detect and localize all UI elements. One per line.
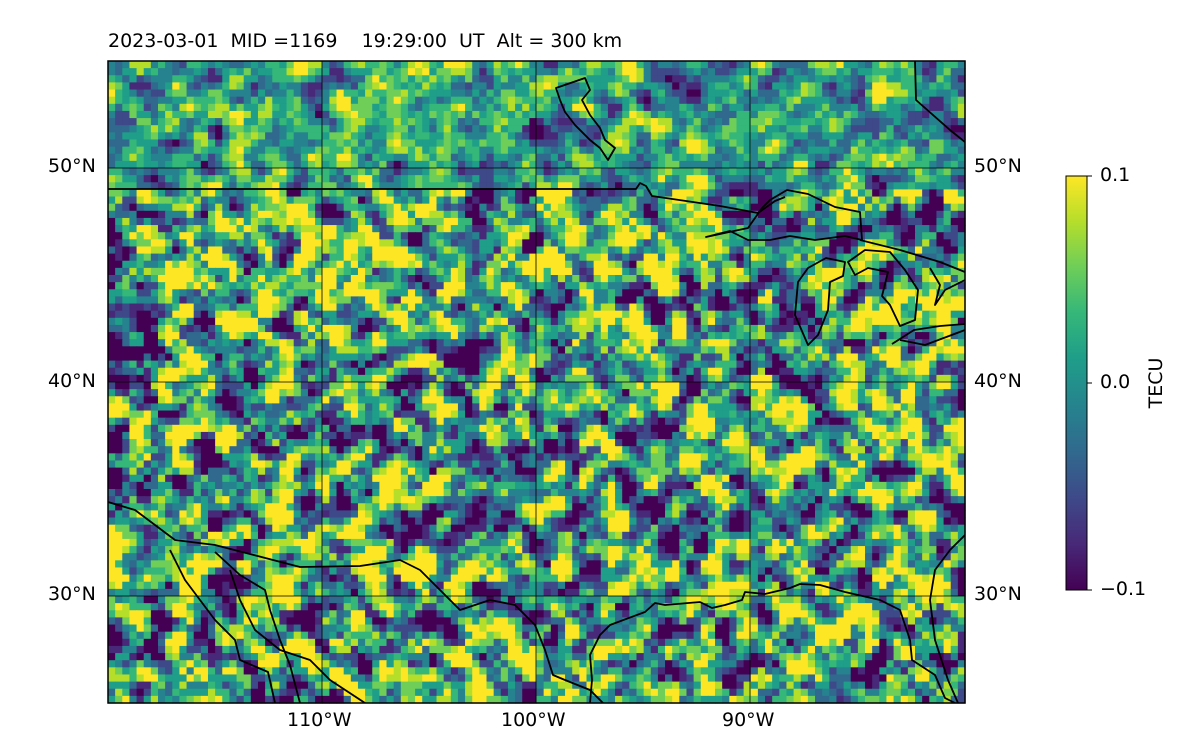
colorbar bbox=[1065, 175, 1088, 591]
lat-label-left-40: 40°N bbox=[48, 370, 96, 392]
lake-michigan bbox=[794, 257, 846, 346]
florida-coast bbox=[929, 534, 965, 703]
lat-label-right-40: 40°N bbox=[974, 370, 1022, 392]
tec-heatmap bbox=[108, 61, 966, 704]
map-frame bbox=[107, 60, 966, 704]
lat-label-right-50: 50°N bbox=[974, 155, 1022, 177]
gulf-of-california bbox=[229, 569, 366, 703]
map-title: 2023-03-01 MID =1169 19:29:00 UT Alt = 3… bbox=[108, 30, 623, 52]
lon-label-110w: 110°W bbox=[287, 709, 352, 731]
lake-ontario-shore bbox=[929, 267, 965, 306]
lake-superior bbox=[705, 189, 863, 241]
gulf-coast bbox=[589, 583, 956, 703]
colorbar-tick-max: 0.1 bbox=[1100, 164, 1131, 186]
lon-label-90w: 90°W bbox=[722, 709, 775, 731]
northern-coast bbox=[914, 61, 965, 143]
colorbar-label: TECU bbox=[1145, 357, 1167, 409]
lake-huron bbox=[847, 249, 919, 327]
colorbar-ticks bbox=[1087, 175, 1092, 591]
mexico-west-coast bbox=[169, 549, 276, 703]
lat-label-right-30: 30°N bbox=[974, 583, 1022, 605]
lat-label-left-50: 50°N bbox=[48, 155, 96, 177]
gridlines bbox=[108, 61, 965, 703]
baja-coast bbox=[214, 551, 301, 703]
lake-erie bbox=[891, 323, 965, 345]
colorbar-tick-min: −0.1 bbox=[1100, 578, 1147, 600]
lake-winnipeg bbox=[555, 77, 616, 161]
colorbar-tick-zero: 0.0 bbox=[1100, 371, 1131, 393]
us-mexico-border bbox=[108, 501, 605, 703]
canada-shore bbox=[859, 239, 965, 273]
us-canada-border bbox=[108, 182, 786, 214]
lat-label-left-30: 30°N bbox=[48, 583, 96, 605]
lon-label-100w: 100°W bbox=[501, 709, 566, 731]
lake-erie-south bbox=[899, 329, 965, 346]
